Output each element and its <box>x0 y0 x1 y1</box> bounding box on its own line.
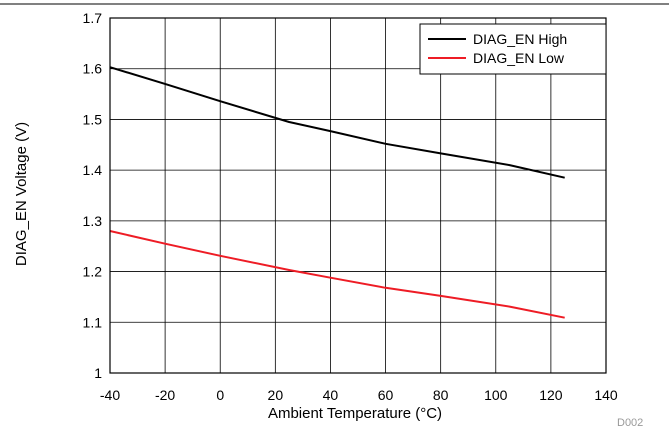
x-axis-label: Ambient Temperature (°C) <box>268 405 442 422</box>
y-tick-labels: 1 1.1 1.2 1.3 1.4 1.5 1.6 1.7 <box>83 10 103 381</box>
x-tick-label: 60 <box>378 387 394 403</box>
x-tick-label: 40 <box>323 387 339 403</box>
y-tick-label: 1.5 <box>83 111 103 127</box>
legend: DIAG_EN High DIAG_EN Low <box>419 23 607 75</box>
x-tick-label: 120 <box>539 387 563 403</box>
series-line-1 <box>109 230 565 319</box>
y-tick-label: 1.2 <box>83 264 103 280</box>
figure-code: D002 <box>617 417 643 429</box>
series-line-0 <box>109 66 565 179</box>
x-tick-label: 0 <box>216 387 224 403</box>
y-tick-label: 1.3 <box>83 213 103 229</box>
legend-entry: DIAG_EN High <box>473 31 567 47</box>
x-tick-label: 100 <box>484 387 508 403</box>
plot-frame <box>109 17 607 374</box>
x-tick-labels: -40 -20 0 20 40 60 80 100 120 140 <box>100 387 618 403</box>
y-tick-label: 1 <box>94 365 102 381</box>
x-tick-label: -40 <box>100 387 120 403</box>
y-tick-label: 1.6 <box>83 61 103 77</box>
x-tick-label: -20 <box>155 387 175 403</box>
series-lines <box>109 66 565 319</box>
legend-entry: DIAG_EN Low <box>473 50 565 66</box>
y-axis-label: DIAG_EN Voltage (V) <box>13 122 30 266</box>
grid <box>110 18 606 373</box>
y-tick-label: 1.4 <box>83 162 103 178</box>
y-tick-label: 1.7 <box>83 10 103 26</box>
legend-box <box>419 23 607 75</box>
x-tick-label: 20 <box>268 387 284 403</box>
x-tick-label: 80 <box>433 387 449 403</box>
x-tick-label: 140 <box>594 387 618 403</box>
y-tick-label: 1.1 <box>83 314 103 330</box>
